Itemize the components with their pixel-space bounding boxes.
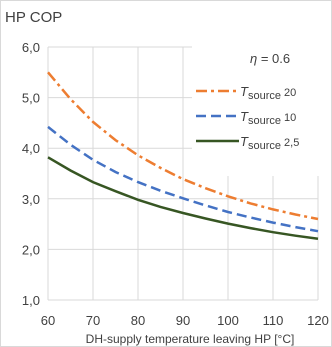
y-tick-label: 4,0 (22, 141, 40, 156)
eta-value: = 0.6 (257, 51, 290, 66)
y-tick-label: 1,0 (22, 293, 40, 308)
legend-symbol: T (240, 84, 249, 99)
legend-label: Tsource 10 (240, 109, 296, 127)
series-line-3 (47, 156, 319, 241)
x-tick-labels: 60 70 80 90 100 110 120 (41, 313, 329, 328)
legend-symbol: T (240, 134, 249, 149)
series-lines (47, 71, 319, 241)
legend-value: 2,5 (281, 137, 299, 149)
x-tick-label: 60 (41, 313, 55, 328)
x-tick-label: 110 (263, 313, 284, 328)
legend-subscript: source (248, 115, 281, 127)
y-tick-label: 5,0 (22, 91, 40, 106)
x-tick-label: 80 (131, 313, 145, 328)
x-tick-label: 90 (176, 313, 190, 328)
legend-label: Tsource 20 (240, 84, 296, 102)
x-axis-label: DH-supply temperature leaving HP [°C] (86, 332, 295, 346)
eta-annotation: η = 0.6 (250, 51, 290, 66)
legend-value: 10 (281, 112, 296, 124)
x-tick-label: 100 (217, 313, 239, 328)
x-tick-label: 120 (307, 313, 329, 328)
y-tick-label: 3,0 (22, 192, 40, 207)
eta-symbol: η (250, 51, 257, 66)
legend-symbol: T (240, 109, 249, 124)
legend-subscript: source (248, 90, 281, 102)
y-tick-label: 2,0 (22, 242, 40, 257)
legend-label: Tsource 2,5 (240, 134, 299, 152)
series-line-1 (47, 71, 319, 221)
chart-title: HP COP (5, 9, 62, 26)
y-tick-labels: 1,0 2,0 3,0 4,0 5,0 6,0 (22, 40, 40, 308)
x-tick-label: 70 (86, 313, 100, 328)
series-line-2 (47, 125, 319, 233)
legend-subscript: source (248, 140, 281, 152)
legend-value: 20 (281, 87, 296, 99)
legend-box (192, 38, 324, 176)
y-tick-label: 6,0 (22, 40, 40, 55)
